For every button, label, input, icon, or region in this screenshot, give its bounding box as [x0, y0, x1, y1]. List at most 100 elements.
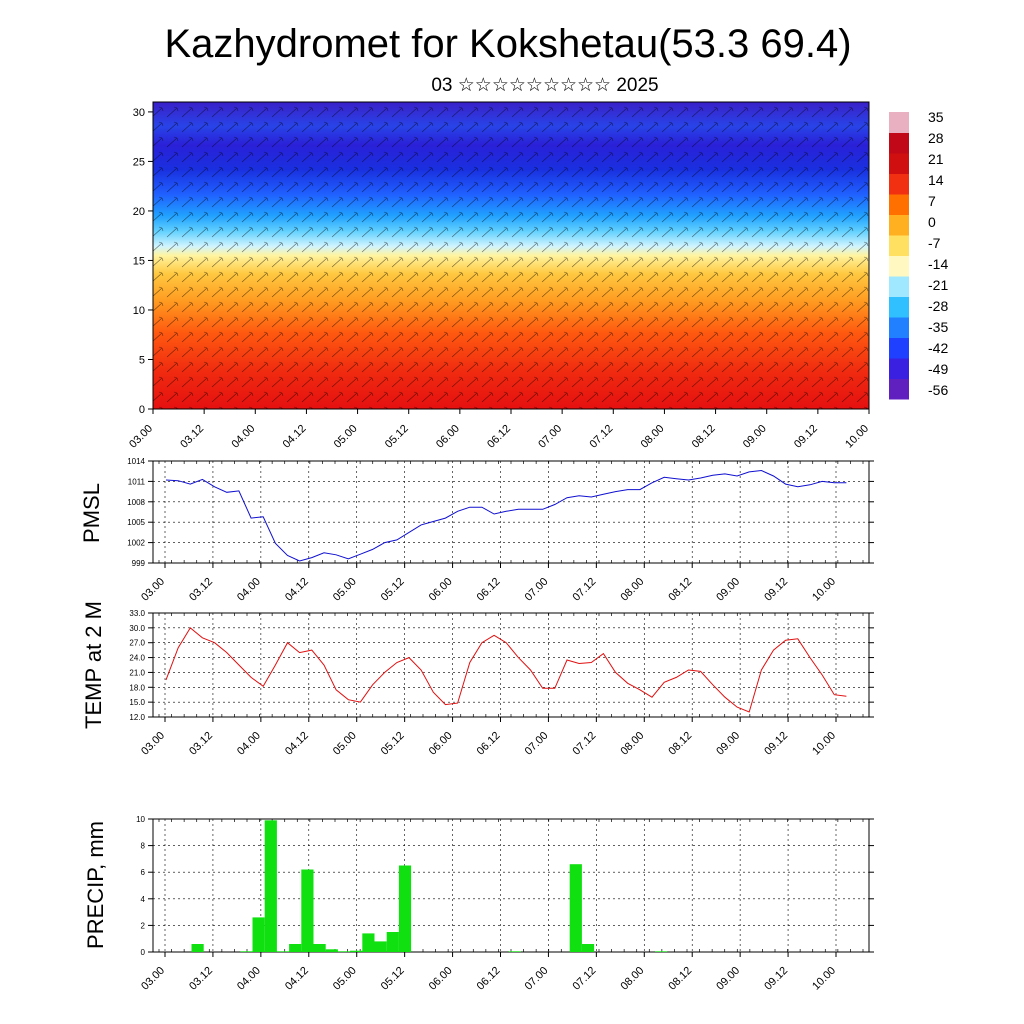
x-tick-label: 06.12: [475, 730, 503, 758]
pmsl-axis-label: PMSL: [79, 483, 104, 543]
x-tick-label: 03.12: [187, 965, 215, 993]
cs-x-tick-label: 03.12: [178, 423, 206, 451]
x-tick-label: 08.00: [618, 730, 646, 758]
x-tick-label: 08.12: [666, 576, 694, 604]
x-tick-label: 04.12: [283, 965, 311, 993]
colorbar-segment: [889, 317, 909, 338]
x-tick-label: 10.00: [810, 730, 838, 758]
colorbar-label: 35: [928, 109, 944, 125]
precip-bar: [386, 932, 399, 952]
y-tick-label: 1005: [127, 518, 145, 527]
y-tick-label: 12.0: [129, 713, 145, 722]
precip-bar: [313, 944, 326, 952]
y-tick-label: 0: [141, 948, 146, 957]
y-tick-label: 8: [141, 842, 146, 851]
y-tick-label: 1011: [128, 477, 146, 486]
colorbar-segment: [889, 337, 909, 359]
colorbar-segment: [889, 214, 909, 236]
colorbar-segment: [889, 296, 909, 318]
x-tick-label: 07.00: [523, 730, 551, 758]
x-tick-label: 07.00: [523, 576, 551, 604]
precip-bar: [350, 950, 363, 952]
cs-y-tick-label: 10: [133, 305, 145, 317]
precip-panel: PRECIP, mm 03.00 03.12 04.00 04.12 05.00 05.1…: [83, 815, 874, 993]
x-tick-label: 08.00: [618, 576, 646, 604]
precip-bar: [252, 917, 265, 952]
x-tick-label: 03.12: [187, 730, 215, 758]
wind-barbs-overlay: [153, 102, 869, 409]
x-tick-label: 04.00: [235, 730, 263, 758]
precip-bar: [264, 820, 277, 952]
colorbar-label: -21: [928, 277, 948, 293]
y-tick-label: 999: [132, 559, 146, 568]
y-tick-label: 4: [141, 895, 146, 904]
x-tick-label: 04.12: [283, 576, 311, 604]
page-title: Kazhydromet for Kokshetau(53.3 69.4): [164, 22, 851, 66]
x-tick-label: 05.12: [379, 730, 407, 758]
cross-section-panel: 0 5 10 15 20 25 30 03.00 03.12 04.00 04.12 05.00 05…: [127, 101, 871, 451]
colorbar-label: -7: [928, 235, 941, 251]
page-subtitle: 03 ☆☆☆☆☆☆☆☆☆ 2025: [431, 75, 658, 96]
colorbar-label: -56: [928, 382, 948, 398]
colorbar-segment: [889, 255, 909, 277]
x-tick-label: 03.00: [139, 576, 167, 604]
y-tick-label: 30.0: [129, 624, 145, 633]
x-tick-label: 07.12: [571, 576, 599, 604]
x-tick-label: 08.00: [618, 965, 646, 993]
cs-y-tick-label: 30: [133, 107, 145, 119]
colorbar-label: 21: [928, 151, 944, 167]
cs-x-tick-label: 05.00: [332, 423, 360, 451]
series-line: [165, 627, 847, 713]
precip-bar: [362, 933, 375, 952]
x-tick-label: 10.00: [810, 576, 838, 604]
precip-bar: [569, 864, 582, 952]
precip-bar: [655, 951, 668, 952]
precip-bar: [240, 951, 253, 952]
colorbar-segment: [889, 194, 909, 215]
precip-bar: [581, 944, 595, 952]
cs-x-tick-label: 07.12: [587, 423, 615, 451]
cs-x-tick-label: 10.00: [843, 423, 871, 451]
y-tick-label: 1008: [127, 498, 145, 507]
cs-x-tick-label: 04.12: [281, 423, 309, 451]
colorbar-segment: [889, 153, 909, 174]
x-tick-label: 06.00: [427, 965, 455, 993]
x-tick-label: 04.12: [283, 730, 311, 758]
precip-bar: [337, 951, 351, 952]
temp-panel: TEMP at 2 M 03.00 03.12 04.00 04.12 05.00 05.…: [81, 601, 874, 758]
cs-x-tick-label: 09.00: [741, 423, 769, 451]
precip-bar: [398, 865, 412, 952]
colorbar-label: -14: [928, 256, 948, 272]
x-tick-label: 04.00: [235, 576, 263, 604]
colorbar-segment: [889, 112, 909, 133]
x-tick-label: 06.00: [427, 730, 455, 758]
colorbar-segment: [889, 173, 909, 195]
x-tick-label: 09.00: [714, 965, 742, 993]
x-tick-label: 09.00: [714, 730, 742, 758]
colorbar-label: -35: [928, 319, 948, 335]
x-tick-label: 06.12: [475, 576, 503, 604]
x-tick-label: 08.12: [666, 730, 694, 758]
precip-bar: [191, 944, 204, 952]
precip-bar: [276, 951, 290, 952]
colorbar-segment: [889, 358, 909, 379]
y-tick-label: 27.0: [129, 639, 145, 648]
colorbar-label: 28: [928, 130, 944, 146]
colorbar-label: -42: [928, 340, 948, 356]
colorbar-segment: [889, 235, 909, 256]
cs-y-tick-label: 20: [133, 206, 145, 218]
cs-x-tick-label: 09.12: [792, 423, 820, 451]
x-tick-label: 05.00: [331, 730, 359, 758]
colorbar-segment: [889, 132, 909, 154]
cs-x-tick-label: 05.12: [383, 423, 411, 451]
x-tick-label: 07.00: [523, 965, 551, 993]
precip-bar: [508, 951, 521, 952]
x-tick-label: 03.00: [139, 730, 167, 758]
colorbar-label: -28: [928, 298, 948, 314]
cs-x-tick-label: 04.00: [229, 423, 257, 451]
cs-y-tick-label: 0: [139, 404, 145, 416]
x-tick-label: 09.12: [762, 965, 790, 993]
cs-y-tick-label: 5: [139, 354, 145, 366]
y-tick-label: 10: [136, 815, 145, 824]
